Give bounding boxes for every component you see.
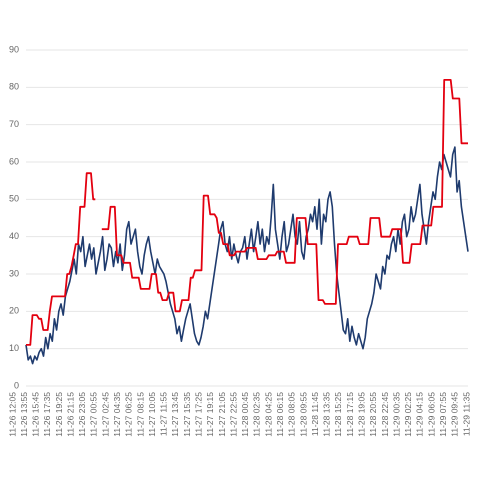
y-tick-label: 70 (9, 119, 19, 129)
y-tick-label: 80 (9, 82, 19, 92)
x-tick-label: 11-28 19:05 (356, 392, 366, 437)
x-tick-label: 11-27 10:05 (147, 392, 157, 437)
x-tick-label: 11-29 06:05 (426, 392, 436, 437)
x-tick-label: 11-27 00:55 (89, 392, 99, 437)
x-tick-label: 11-29 09:45 (450, 392, 460, 437)
x-tick-label: 11-28 02:35 (252, 392, 262, 437)
x-tick-label: 11-27 11:55 (159, 392, 169, 436)
x-tick-label: 11-28 08:05 (287, 392, 297, 437)
y-axis-ticks: 0 10 20 30 40 50 60 70 80 90 (9, 44, 19, 390)
x-tick-label: 11-26 13:55 (19, 392, 29, 437)
x-tick-label: 11-27 19:15 (205, 392, 215, 437)
y-tick-label: 50 (9, 194, 19, 204)
x-tick-label: 11-27 04:35 (112, 392, 122, 437)
series-line-1 (25, 146, 469, 365)
x-tick-label: 11-28 15:25 (333, 392, 343, 437)
x-tick-label: 11-28 00:45 (240, 392, 250, 437)
x-tick-label: 11-27 08:15 (135, 392, 145, 437)
x-axis-ticks: 11-26 12:05 11-26 13:55 11-26 15:45 11-26 1… (7, 392, 471, 437)
x-tick-label: 11-29 04:15 (415, 392, 425, 437)
x-tick-label: 11-26 21:15 (65, 392, 75, 437)
series-line-2 (26, 79, 468, 346)
x-tick-label: 11-26 19:25 (54, 392, 64, 437)
y-tick-label: 10 (9, 343, 19, 353)
x-tick-label: 11-26 12:05 (7, 392, 17, 437)
y-tick-label: 40 (9, 231, 19, 241)
x-tick-label: 11-28 09:55 (298, 392, 308, 437)
y-tick-label: 30 (9, 268, 19, 278)
x-tick-label: 11-26 23:05 (77, 392, 87, 437)
x-tick-label: 11-27 17:25 (194, 392, 204, 437)
x-tick-label: 11-28 13:35 (322, 392, 332, 437)
x-tick-label: 11-28 06:15 (275, 392, 285, 437)
x-tick-label: 11-28 20:55 (368, 392, 378, 437)
x-tick-label: 11-28 17:15 (345, 392, 355, 437)
x-tick-label: 11-29 11:35 (461, 392, 471, 436)
x-tick-label: 11-27 06:25 (124, 392, 134, 437)
y-tick-label: 60 (9, 156, 19, 166)
x-tick-label: 11-27 02:45 (100, 392, 110, 437)
x-tick-label: 11-28 11:45 (310, 392, 320, 436)
x-tick-label: 11-29 02:25 (403, 392, 413, 437)
series-lines (25, 79, 469, 365)
x-tick-label: 11-28 04:25 (263, 392, 273, 437)
grid-lines (26, 49, 468, 387)
x-tick-label: 11-28 22:45 (380, 392, 390, 437)
x-tick-label: 11-29 00:35 (391, 392, 401, 437)
y-tick-label: 20 (9, 306, 19, 316)
x-tick-label: 11-26 15:45 (31, 392, 41, 437)
x-tick-label: 11-27 21:05 (217, 392, 227, 437)
x-tick-label: 11-26 17:35 (42, 392, 52, 437)
x-tick-label: 11-27 22:55 (228, 392, 238, 437)
y-tick-label: 90 (9, 44, 19, 54)
x-tick-label: 11-29 07:55 (438, 392, 448, 437)
x-tick-label: 11-27 13:45 (170, 392, 180, 437)
y-tick-label: 0 (14, 380, 19, 390)
x-tick-label: 11-27 15:35 (182, 392, 192, 437)
